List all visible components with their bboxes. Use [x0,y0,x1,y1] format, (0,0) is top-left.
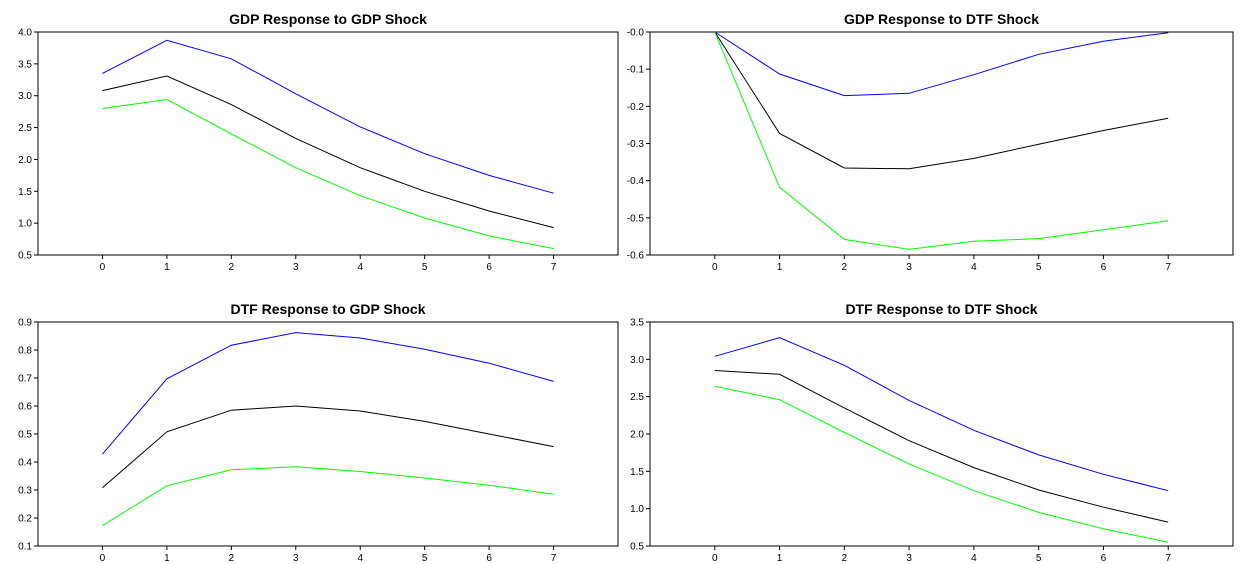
x-tick-label: 6 [486,262,492,273]
response-line [102,405,554,489]
x-tick-label: 1 [777,553,783,564]
y-tick-label: 0.4 [18,458,32,469]
x-tick-label: 7 [1165,553,1171,564]
y-tick-label: 3.0 [18,91,32,102]
upper-band-line [102,39,554,194]
y-tick-label: 0.1 [18,542,32,553]
response-line [714,31,1169,170]
y-tick-label: 0.6 [18,402,32,413]
lower-band-line [102,466,554,527]
y-tick-label: 0.2 [18,514,32,525]
y-tick-label: 0.3 [18,486,32,497]
x-tick-label: 7 [551,553,557,564]
upper-band-line [714,337,1169,492]
x-tick-label: 5 [1036,262,1042,273]
y-tick-label: -0.0 [627,28,645,39]
y-tick-label: -0.5 [627,213,645,224]
y-tick-label: 0.5 [18,251,32,262]
upper-band-line [102,332,554,455]
y-tick-label: -0.6 [627,251,645,262]
x-tick-label: 1 [777,262,783,273]
chart-title: DTF Response to GDP Shock [231,301,426,317]
x-tick-label: 2 [842,553,848,564]
lower-band-line [714,385,1169,543]
chart-panel: GDP Response to GDP Shock 0.5 1.0 1.5 2.0 2.5… [18,11,619,273]
chart-title: DTF Response to DTF Shock [845,301,1037,317]
y-tick-label: 0.7 [18,374,32,385]
plot-frame [649,321,1234,547]
chart-panel: DTF Response to DTF Shock 0.5 1.0 1.5 2.0 2.5… [630,301,1234,564]
plot-frame [37,31,619,256]
x-tick-label: 4 [971,553,977,564]
plot-frame [649,31,1234,256]
x-tick-label: 7 [1165,262,1171,273]
x-tick-label: 1 [164,553,170,564]
plot-frame [37,321,619,547]
y-tick-label: 4.0 [18,28,32,39]
x-tick-label: 2 [229,553,235,564]
x-tick-label: 3 [906,262,912,273]
y-tick-label: -0.4 [627,176,645,187]
y-tick-label: 1.5 [630,467,644,478]
chart-title: GDP Response to DTF Shock [844,11,1039,27]
y-tick-label: 3.5 [18,59,32,70]
x-tick-label: 1 [164,262,170,273]
y-tick-label: -0.1 [627,65,645,76]
x-tick-label: 5 [1036,553,1042,564]
y-tick-label: 1.5 [18,187,32,198]
y-tick-label: -0.3 [627,139,645,150]
y-tick-label: 1.0 [630,504,644,515]
x-tick-label: 0 [100,553,106,564]
chart-title: GDP Response to GDP Shock [229,11,427,27]
x-tick-label: 0 [100,262,106,273]
y-tick-label: 0.9 [18,318,32,329]
y-tick-label: 3.5 [630,318,644,329]
x-tick-label: 4 [357,553,363,564]
y-tick-label: 3.0 [630,355,644,366]
chart-panel: DTF Response to GDP Shock 0.1 0.2 0.3 0.4 0.5… [18,301,619,564]
x-tick-label: 3 [293,262,299,273]
y-tick-label: -0.2 [627,102,645,113]
y-tick-label: 1.0 [18,219,32,230]
y-tick-label: 2.0 [630,430,644,441]
x-tick-label: 6 [486,553,492,564]
x-tick-label: 2 [229,262,235,273]
x-tick-label: 3 [293,553,299,564]
x-tick-label: 5 [422,553,428,564]
x-tick-label: 7 [551,262,557,273]
x-tick-label: 4 [357,262,363,273]
y-tick-label: 0.8 [18,346,32,357]
x-tick-label: 6 [1101,553,1107,564]
y-tick-label: 2.0 [18,155,32,166]
chart-panel: GDP Response to DTF Shock -0.6 -0.5 -0.4 -0.… [627,11,1234,273]
y-tick-label: 2.5 [630,392,644,403]
y-tick-label: 0.5 [630,542,644,553]
x-tick-label: 0 [712,262,718,273]
x-tick-label: 3 [906,553,912,564]
response-line [714,370,1169,523]
x-tick-label: 2 [842,262,848,273]
x-tick-label: 4 [971,262,977,273]
response-line [102,75,554,229]
x-tick-label: 5 [422,262,428,273]
lower-band-line [714,31,1169,250]
y-tick-label: 0.5 [18,430,32,441]
x-tick-label: 6 [1101,262,1107,273]
x-tick-label: 0 [712,553,718,564]
lower-band-line [102,98,554,250]
upper-band-line [714,31,1169,97]
y-tick-label: 2.5 [18,123,32,134]
